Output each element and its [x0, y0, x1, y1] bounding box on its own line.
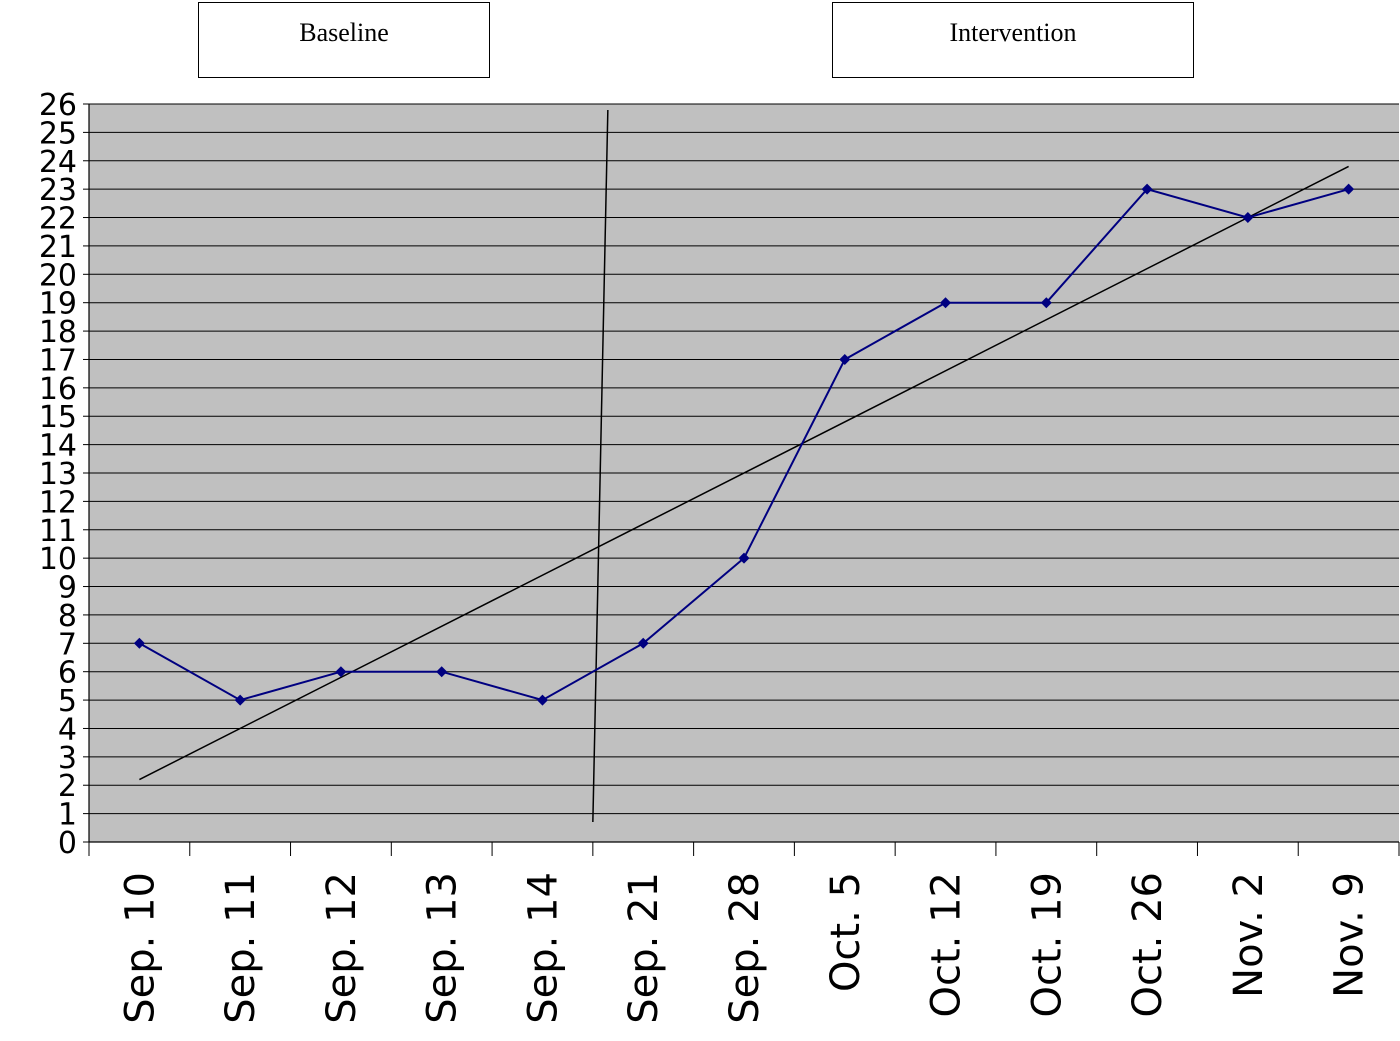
x-tick-label: Sep. 14	[520, 872, 566, 1024]
y-tick-label: 23	[39, 173, 77, 208]
y-axis-tick-labels: 0123456789101112131415161718192021222324…	[39, 88, 77, 861]
y-tick-label: 16	[39, 372, 77, 407]
gridlines	[83, 103, 1399, 843]
y-tick-label: 0	[58, 826, 77, 861]
data-series	[133, 183, 1355, 706]
y-tick-label: 21	[39, 230, 77, 265]
x-tick-label: Sep. 11	[218, 872, 264, 1024]
data-point-marker	[1242, 212, 1254, 224]
data-point-marker	[234, 694, 246, 706]
data-point-marker	[1040, 297, 1052, 309]
y-tick-label: 20	[39, 258, 77, 293]
y-tick-label: 11	[39, 514, 77, 549]
y-tick-label: 3	[58, 741, 77, 776]
x-tick-label: Oct. 26	[1125, 872, 1171, 1018]
phase-change-line	[592, 109, 609, 823]
data-point-marker	[940, 297, 952, 309]
trend-line	[139, 165, 1349, 781]
trend-line-group	[139, 165, 1349, 781]
x-tick-label: Sep. 12	[319, 872, 365, 1024]
y-tick-label: 24	[39, 145, 77, 180]
x-tick-label: Nov. 9	[1327, 872, 1373, 998]
data-point-marker	[133, 637, 145, 649]
y-tick-label: 7	[58, 627, 77, 662]
y-tick-label: 10	[39, 542, 77, 577]
y-tick-label: 14	[39, 429, 77, 464]
axes	[88, 104, 1400, 856]
x-axis-tick-labels: Sep. 10 Sep. 11 Sep. 12 Sep. 13 Sep. 14 Sep. …	[117, 872, 1372, 1024]
y-tick-label: 15	[39, 400, 77, 435]
y-tick-label: 25	[39, 116, 77, 151]
x-tick-label: Sep. 21	[621, 872, 667, 1024]
data-point-marker	[1343, 183, 1355, 195]
y-tick-label: 26	[39, 88, 77, 123]
phase-change-line-group	[592, 109, 609, 823]
y-tick-label: 18	[39, 315, 77, 350]
y-tick-label: 1	[58, 798, 77, 833]
data-point-marker	[436, 666, 448, 678]
y-tick-label: 9	[58, 571, 77, 606]
x-tick-label: Sep. 28	[722, 872, 768, 1024]
x-tick-label: Oct. 5	[823, 872, 869, 992]
y-tick-label: 6	[58, 656, 77, 691]
y-tick-label: 4	[58, 712, 77, 747]
baseline-phase-label: Baseline	[198, 2, 490, 78]
x-tick-label: Nov. 2	[1226, 872, 1272, 998]
data-point-marker	[536, 694, 548, 706]
data-point-marker	[1141, 183, 1153, 195]
y-tick-label: 19	[39, 287, 77, 322]
y-tick-label: 13	[39, 457, 77, 492]
data-point-marker	[637, 637, 649, 649]
y-tick-label: 8	[58, 599, 77, 634]
y-tick-label: 2	[58, 769, 77, 804]
y-tick-label: 12	[39, 485, 77, 520]
y-tick-label: 17	[39, 343, 77, 378]
data-point-marker	[839, 353, 851, 365]
data-point-marker	[738, 552, 750, 564]
data-point-marker	[335, 666, 347, 678]
x-tick-label: Oct. 12	[924, 872, 970, 1018]
x-tick-label: Sep. 10	[117, 872, 163, 1024]
intervention-phase-label: Intervention	[832, 2, 1194, 78]
y-tick-label: 5	[58, 684, 77, 719]
x-tick-label: Oct. 19	[1024, 872, 1070, 1018]
x-tick-label: Sep. 13	[420, 872, 466, 1024]
y-tick-label: 22	[39, 202, 77, 237]
